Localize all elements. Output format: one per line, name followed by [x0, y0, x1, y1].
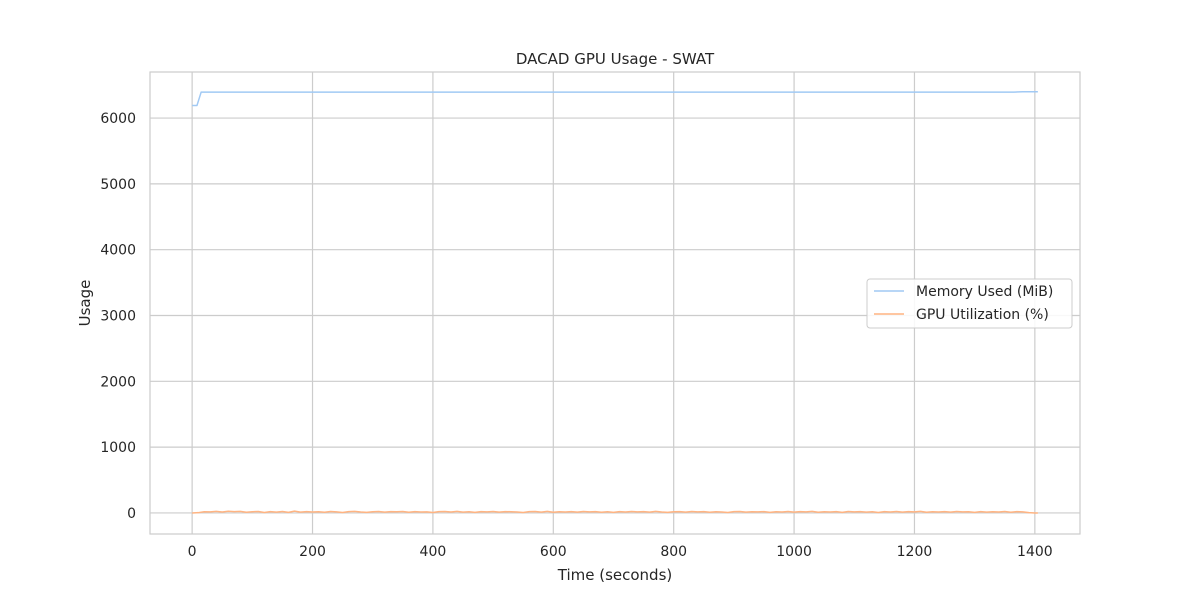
grid: [150, 72, 1080, 534]
series-line-gpu: [192, 510, 1038, 514]
x-tick-label: 0: [188, 544, 197, 560]
x-tick-label: 400: [420, 544, 447, 560]
x-tick-label: 600: [540, 544, 567, 560]
y-tick-label: 6000: [100, 111, 136, 127]
y-tick-label: 0: [127, 506, 136, 522]
legend-box: [866, 278, 1073, 329]
series-line-memory: [192, 90, 1038, 107]
y-axis-label: Usage: [76, 280, 94, 327]
x-axis-label: Time (seconds): [557, 566, 673, 584]
y-tick-label: 3000: [100, 309, 136, 325]
y-tick-label: 2000: [100, 374, 136, 390]
x-tick-label: 1000: [776, 544, 812, 560]
y-tick-label: 5000: [100, 177, 136, 193]
y-tick-label: 4000: [100, 243, 136, 259]
series-lines: [192, 90, 1038, 514]
x-tick-label: 800: [660, 544, 687, 560]
legend-label-memory: Memory Used (MiB): [916, 284, 1053, 300]
x-tick-label: 200: [299, 544, 326, 560]
x-tick-label: 1200: [897, 544, 933, 560]
legend-label-gpu: GPU Utilization (%): [916, 307, 1049, 323]
x-tick-label: 1400: [1017, 544, 1053, 560]
chart-title: DACAD GPU Usage - SWAT: [516, 50, 715, 68]
plot-frame: [149, 71, 1081, 535]
legend: Memory Used (MiB) GPU Utilization (%): [866, 278, 1073, 329]
y-tick-label: 1000: [100, 440, 136, 456]
tick-labels: 0 200 400 600 800 1000 1200 1400 0 1000 2000 3000 40…: [100, 111, 1052, 560]
